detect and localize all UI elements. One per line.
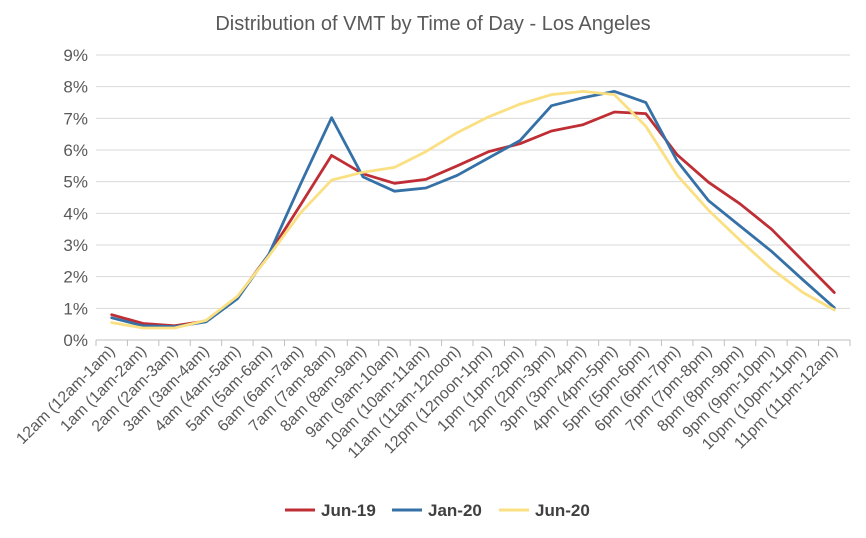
y-tick-label: 9%	[63, 46, 88, 65]
series-line-jun-19	[110, 110, 836, 328]
y-axis-ticks: 0% 1% 2% 3% 4% 5% 6% 7% 8% 9%	[63, 46, 88, 350]
y-tick-label: 6%	[63, 141, 88, 160]
y-tick-label: 5%	[63, 173, 88, 192]
y-tick-label: 7%	[63, 109, 88, 128]
y-tick-label: 1%	[63, 299, 88, 318]
legend-label: Jun-20	[535, 501, 590, 520]
series-lines	[110, 90, 836, 330]
gridlines	[96, 54, 850, 309]
y-tick-label: 2%	[63, 268, 88, 287]
y-tick-label: 4%	[63, 204, 88, 223]
legend-label: Jan-20	[428, 501, 482, 520]
y-tick-label: 8%	[63, 78, 88, 97]
x-axis-ticks: 12am (12am-1am)1am (1am-2am)2am (2am-3am…	[13, 343, 841, 462]
y-tick-label: 0%	[63, 331, 88, 350]
chart-title: Distribution of VMT by Time of Day - Los…	[215, 13, 650, 35]
x-axis	[95, 339, 851, 346]
legend-label: Jun-19	[321, 501, 376, 520]
y-tick-label: 3%	[63, 236, 88, 255]
series-line-jun-20	[110, 90, 836, 330]
legend: Jun-19 Jan-20 Jun-20	[285, 501, 590, 520]
series-line-jan-20	[110, 90, 836, 329]
